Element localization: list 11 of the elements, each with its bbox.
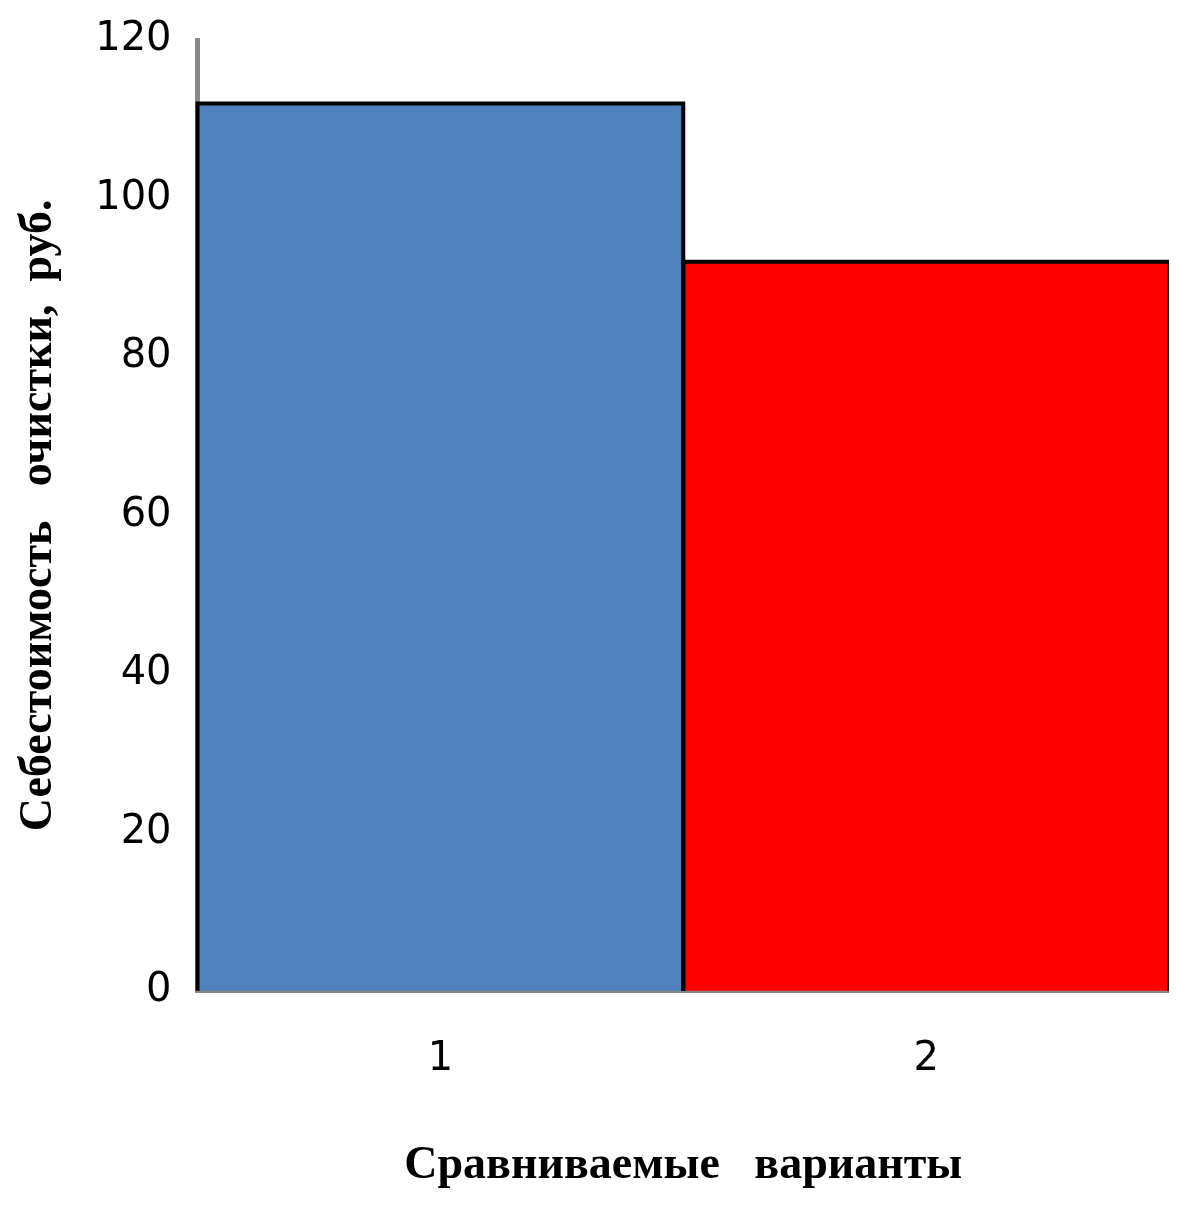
y-tick-label: 20 bbox=[120, 805, 172, 852]
y-tick-label: 120 bbox=[95, 13, 172, 60]
x-tick-label: 1 bbox=[427, 1033, 454, 1080]
y-tick-label: 40 bbox=[120, 647, 172, 694]
x-tick-label: 2 bbox=[913, 1033, 939, 1080]
x-axis-title: Сравниваемые варианты bbox=[404, 1137, 963, 1189]
y-tick-label: 60 bbox=[120, 488, 172, 535]
y-tick-label: 0 bbox=[146, 964, 172, 1011]
y-tick-label: 100 bbox=[95, 171, 172, 218]
y-tick-label: 80 bbox=[120, 330, 172, 377]
y-axis-title: Себестоимость очистки, руб. bbox=[10, 199, 62, 832]
